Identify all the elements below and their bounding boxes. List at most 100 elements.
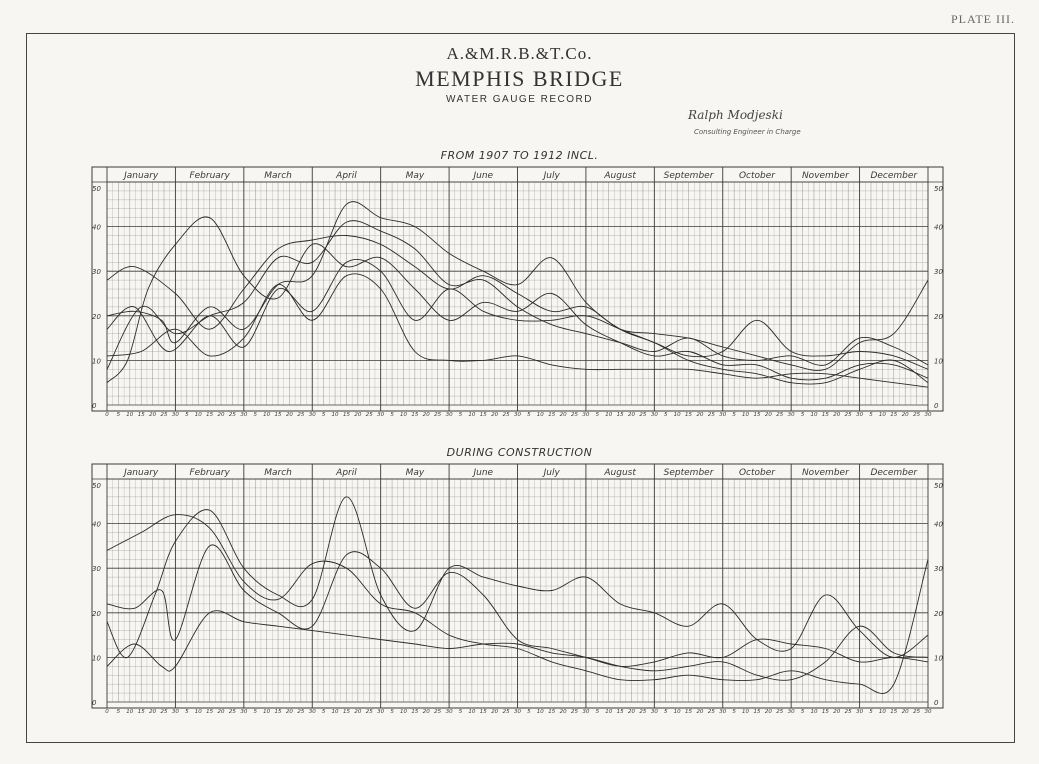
x-tick-label: 5 [253,412,257,418]
x-tick-label: 10 [674,412,681,418]
month-label: July [542,171,561,181]
month-label: March [264,468,292,478]
x-tick-label: 25 [571,412,578,418]
x-tick-label: 15 [275,412,282,418]
month-label: May [406,468,425,478]
x-tick-label: 5 [801,709,805,715]
y-tick-label: 0 [92,402,97,410]
month-label: September [664,468,715,478]
series-line-3 [106,544,929,667]
x-tick-label: 25 [297,412,304,418]
y-tick-label: 30 [934,268,943,276]
x-tick-label: 15 [275,709,282,715]
y-tick-label: 20 [934,610,943,618]
x-tick-label: 20 [902,709,909,715]
x-tick-label: 10 [742,709,749,715]
month-label: January [122,468,159,478]
x-tick-label: 5 [322,412,326,418]
y-tick-label: 10 [92,357,101,365]
x-tick-label: 5 [869,412,873,418]
x-tick-label: 25 [708,412,715,418]
x-tick-label: 25 [161,709,168,715]
month-label: February [189,468,230,478]
x-tick-label: 20 [902,412,909,418]
x-tick-label: 20 [354,709,361,715]
series-line-3 [106,234,929,371]
x-tick-label: 5 [459,412,463,418]
x-tick-label: 30 [582,412,589,418]
x-tick-label: 20 [149,412,156,418]
x-tick-label: 10 [537,412,544,418]
x-tick-label: 30 [856,709,863,715]
x-tick-label: 5 [390,412,394,418]
x-tick-label: 15 [206,709,213,715]
month-label: March [264,171,292,181]
x-tick-label: 30 [514,709,521,715]
x-tick-label: 10 [126,709,133,715]
x-tick-label: 10 [332,709,339,715]
signature-caption: Consulting Engineer in Charge [694,128,801,136]
x-tick-label: 15 [206,412,213,418]
x-tick-label: 15 [822,709,829,715]
x-tick-label: 20 [491,412,498,418]
series-line-1 [106,216,929,384]
y-tick-label: 0 [934,402,939,410]
x-tick-label: 25 [913,709,920,715]
x-tick-label: 20 [696,709,703,715]
x-tick-label: 5 [253,709,257,715]
x-tick-label: 5 [185,709,189,715]
x-tick-label: 15 [343,709,350,715]
month-label: February [189,171,230,181]
x-tick-label: 5 [732,709,736,715]
x-tick-label: 30 [925,412,932,418]
x-tick-label: 20 [765,412,772,418]
x-tick-label: 10 [126,412,133,418]
x-tick-label: 20 [560,412,567,418]
chart-2-title: DURING CONSTRUCTION [446,446,593,459]
x-tick-label: 25 [913,412,920,418]
month-label: August [603,171,636,181]
x-tick-label: 5 [322,709,326,715]
y-tick-label: 50 [92,185,101,193]
x-tick-label: 15 [548,709,555,715]
company-name: A.&M.R.B.&T.Co. [446,44,593,63]
x-tick-label: 5 [459,709,463,715]
y-tick-label: 40 [92,521,101,529]
x-tick-label: 5 [596,412,600,418]
x-tick-label: 30 [788,709,795,715]
x-tick-label: 20 [286,709,293,715]
x-tick-label: 10 [742,412,749,418]
x-tick-label: 30 [514,412,521,418]
x-tick-label: 10 [468,709,475,715]
month-label: June [471,468,493,478]
x-tick-label: 15 [411,412,418,418]
x-tick-label: 10 [195,709,202,715]
month-label: October [739,468,776,478]
x-tick-label: 20 [354,412,361,418]
x-tick-label: 20 [423,412,430,418]
x-tick-label: 20 [218,412,225,418]
x-tick-label: 5 [596,709,600,715]
month-label: July [542,468,561,478]
series-line-2 [106,496,929,658]
y-tick-label: 20 [92,313,101,321]
x-tick-label: 25 [503,412,510,418]
x-tick-label: 30 [925,709,932,715]
x-tick-label: 25 [229,709,236,715]
x-tick-label: 15 [480,709,487,715]
y-tick-label: 50 [92,482,101,490]
month-label: December [870,171,918,181]
x-tick-label: 10 [263,412,270,418]
month-label: August [603,468,636,478]
x-tick-label: 15 [480,412,487,418]
x-tick-label: 20 [286,412,293,418]
x-tick-label: 30 [651,412,658,418]
y-tick-label: 40 [92,224,101,232]
series-line-5 [106,259,929,370]
x-tick-label: 25 [297,709,304,715]
x-tick-label: 5 [117,412,121,418]
x-tick-label: 25 [434,709,441,715]
x-tick-label: 15 [685,412,692,418]
x-tick-label: 15 [138,412,145,418]
month-label: December [870,468,918,478]
